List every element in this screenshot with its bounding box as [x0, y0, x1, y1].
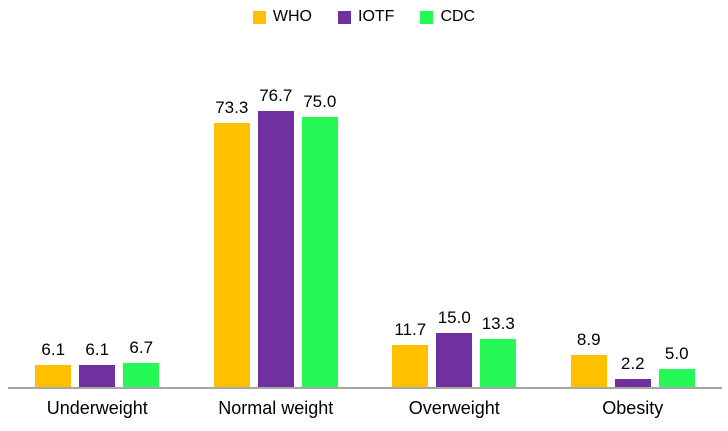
bar-value-label: 75.0	[303, 92, 337, 112]
bar-who: 11.7	[392, 321, 429, 387]
legend-label: IOTF	[358, 8, 395, 25]
x-axis-label: Overweight	[408, 398, 500, 418]
x-axis-label: Normal weight	[218, 398, 334, 418]
bar-cdc: 6.7	[123, 339, 160, 387]
bar-value-label: 11.7	[394, 320, 427, 340]
x-axis-labels: Underweight Normal weight Overweight Obesit…	[8, 389, 722, 419]
bar-iotf: 2.2	[614, 355, 651, 387]
x-axis-label: Obesity	[602, 398, 664, 418]
bar-value-label: 8.9	[576, 330, 601, 350]
legend-label: WHO	[272, 8, 312, 25]
legend-swatch-icon	[338, 10, 351, 24]
bar-iotf: 15.0	[436, 309, 473, 387]
bar-value-label: 5.0	[664, 344, 689, 364]
legend-swatch-icon	[252, 10, 266, 24]
bar-value-label: 2.2	[620, 354, 645, 374]
legend: WHO IOTF CDC	[0, 9, 728, 25]
bar-value-label: 6.7	[129, 338, 154, 358]
bar-group: 6.1 6.1 6.7	[8, 40, 187, 387]
bar-group: 11.7 15.0 13.3	[365, 40, 544, 387]
bar-value-label: 6.1	[41, 340, 66, 360]
bar-value-label: 15.0	[437, 308, 471, 328]
bar-iotf: 76.7	[257, 87, 294, 387]
x-axis-label: Underweight	[46, 398, 148, 418]
legend-item-cdc: CDC	[420, 9, 475, 25]
bar-group: 73.3 76.7 75.0	[187, 40, 366, 387]
bar-cdc: 5.0	[658, 345, 695, 387]
x-axis-line: 6.1 6.1 6.7 73.3 76.7 75.0 11.7 15.0 13.3 8.9 2.2 5…	[8, 40, 722, 389]
bar-cdc: 75.0	[301, 93, 338, 387]
legend-item-iotf: IOTF	[338, 9, 394, 25]
bar-group: 8.9 2.2 5.0	[544, 40, 723, 387]
bar-value-label: 76.7	[259, 86, 293, 106]
bar-who: 6.1	[35, 341, 72, 387]
bar-cdc: 13.3	[480, 315, 517, 387]
bar-value-label: 73.3	[215, 98, 249, 118]
legend-item-who: WHO	[252, 8, 312, 25]
legend-swatch-icon	[420, 10, 434, 24]
bar-who: 73.3	[213, 99, 250, 387]
bar-iotf: 6.1	[79, 341, 116, 387]
bar-value-label: 13.3	[481, 314, 515, 334]
plot-area: 6.1 6.1 6.7 73.3 76.7 75.0 11.7 15.0 13.3 8.9 2.2 5…	[8, 40, 722, 431]
bar-who: 8.9	[570, 331, 607, 387]
bar-value-label: 6.1	[85, 340, 110, 360]
legend-label: CDC	[440, 8, 476, 25]
